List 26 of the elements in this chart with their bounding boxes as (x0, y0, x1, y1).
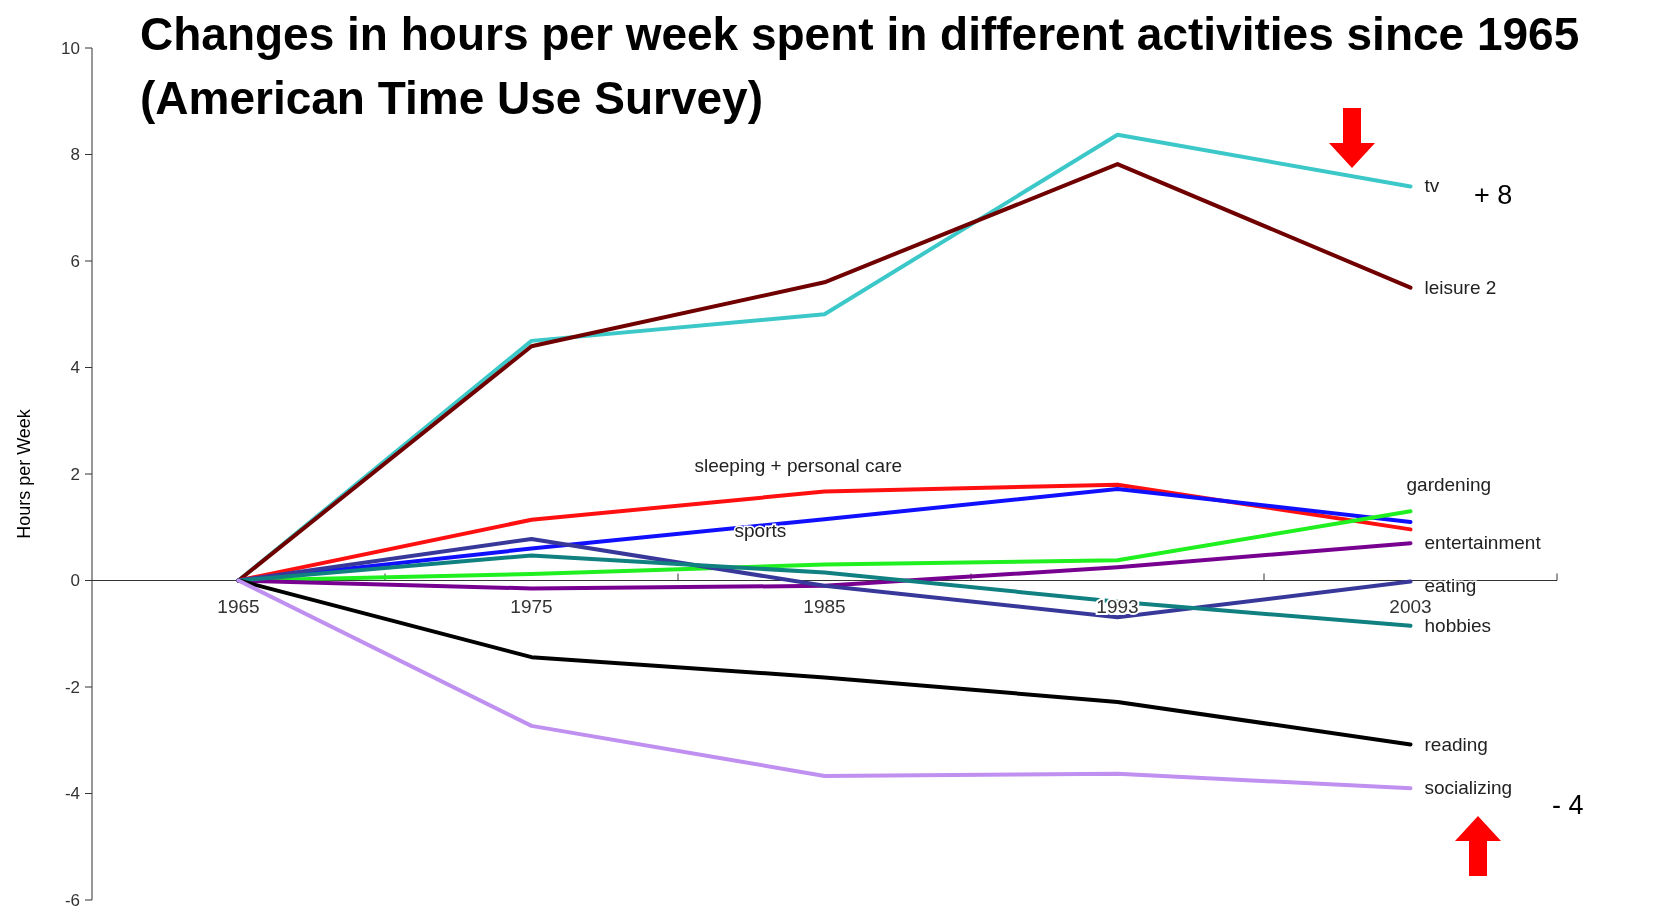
series-label: tv (1424, 175, 1440, 197)
x-tick-label: 1965 (217, 595, 260, 617)
y-tick-label: 4 (70, 358, 80, 378)
y-tick-label: 6 (70, 251, 80, 271)
series-label: gardening (1406, 474, 1492, 496)
annotation: + 8 (1474, 180, 1513, 210)
y-tick-label: 10 (61, 38, 80, 58)
x-tick-label: 1985 (803, 595, 846, 617)
series-label: hobbies (1424, 614, 1492, 636)
y-axis-title: Hours per Week (14, 408, 34, 539)
x-tick-label: 1975 (510, 595, 553, 617)
y-tick-label: -2 (64, 677, 80, 697)
annotation: - 4 (1552, 790, 1584, 820)
series-label: socializing (1424, 777, 1513, 799)
series-label: leisure 2 (1424, 276, 1497, 298)
y-tick-label: -6 (64, 890, 80, 910)
y-tick-label: -4 (64, 784, 80, 804)
series-label: reading (1424, 733, 1488, 755)
series-label: entertainment (1424, 532, 1542, 554)
series-label: eating (1424, 574, 1477, 596)
y-tick-label: 8 (70, 145, 80, 165)
chart-title: Changes in hours per week spent in different activities since 1965 (American Time Use Survey) (140, 8, 1580, 124)
y-tick-label: 0 (70, 571, 80, 591)
x-tick-label: 2003 (1389, 595, 1432, 617)
y-tick-label: 2 (70, 464, 80, 484)
series-label: sleeping + personal care (694, 454, 903, 476)
